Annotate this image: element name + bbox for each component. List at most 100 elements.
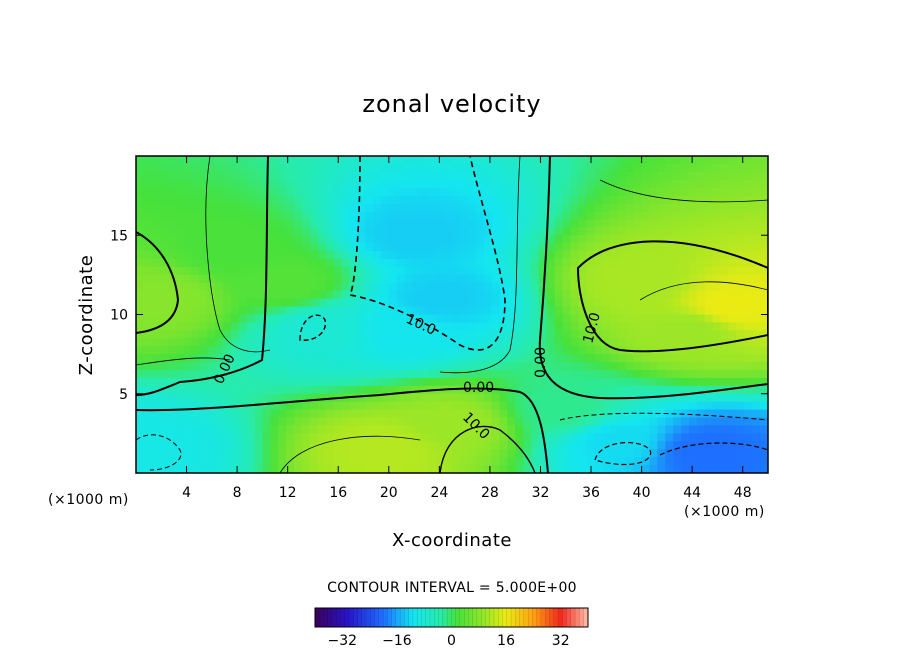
heatmap-cell — [167, 441, 177, 450]
heatmap-cell — [673, 417, 682, 427]
heatmap-cell — [728, 409, 737, 419]
heatmap-cell — [641, 425, 651, 434]
heatmap-cell — [207, 235, 216, 244]
heatmap-cell — [317, 314, 327, 324]
heatmap-cell — [412, 465, 421, 473]
heatmap-cell — [444, 235, 453, 244]
heatmap-cell — [452, 259, 461, 268]
heatmap-cell — [301, 243, 311, 252]
heatmap-cell — [428, 290, 437, 300]
heatmap-cell — [159, 219, 169, 228]
heatmap-cell — [136, 266, 145, 276]
heatmap-cell — [286, 163, 295, 173]
heatmap-cell — [333, 298, 342, 308]
heatmap-cell — [641, 298, 651, 308]
heatmap-cell — [728, 243, 737, 252]
heatmap-cell — [475, 377, 485, 387]
heatmap-cell — [199, 187, 208, 197]
heatmap-cell — [546, 385, 556, 395]
heatmap-cell — [294, 449, 303, 458]
heatmap-cell — [562, 457, 572, 466]
heatmap-cell — [357, 259, 366, 268]
heatmap-cell — [349, 417, 358, 427]
heatmap-cell — [704, 219, 714, 228]
heatmap-cell — [396, 346, 406, 355]
heatmap-cell — [523, 227, 532, 236]
heatmap-cell — [175, 433, 184, 442]
heatmap-cell — [444, 449, 453, 458]
heatmap-cell — [341, 409, 350, 419]
heatmap-cell — [246, 156, 256, 165]
heatmap-cell — [760, 330, 768, 339]
heatmap-cell — [444, 227, 453, 236]
heatmap-cell — [507, 417, 516, 427]
heatmap-cell — [736, 362, 745, 371]
heatmap-cell — [499, 266, 508, 276]
heatmap-cell — [673, 219, 682, 228]
heatmap-cell — [151, 449, 161, 458]
heatmap-cell — [333, 314, 342, 324]
heatmap-cell — [270, 322, 279, 331]
heatmap-cell — [412, 322, 421, 331]
heatmap-cell — [175, 417, 184, 427]
heatmap-cell — [159, 409, 169, 419]
heatmap-cell — [396, 417, 406, 427]
heatmap-cell — [238, 417, 248, 427]
heatmap-cell — [538, 322, 548, 331]
heatmap-cell — [515, 314, 524, 324]
heatmap-cell — [586, 369, 595, 379]
heatmap-cell — [452, 330, 461, 339]
heatmap-cell — [254, 362, 263, 371]
heatmap-cell — [246, 282, 256, 292]
heatmap-cell — [341, 338, 350, 347]
heatmap-cell — [602, 274, 611, 284]
heatmap-cell — [436, 282, 445, 292]
heatmap-cell — [428, 393, 437, 403]
heatmap-cell — [143, 290, 153, 300]
heatmap-cell — [728, 219, 737, 228]
heatmap-cell — [286, 465, 295, 473]
heatmap-cell — [617, 187, 627, 197]
heatmap-cell — [570, 195, 579, 205]
heatmap-cell — [294, 433, 303, 442]
heatmap-cell — [246, 266, 256, 276]
heatmap-cell — [388, 195, 398, 205]
heatmap-cell — [538, 425, 548, 434]
heatmap-cell — [286, 243, 295, 252]
heatmap-cell — [222, 235, 232, 244]
heatmap-cell — [728, 195, 737, 205]
heatmap-cell — [570, 274, 579, 284]
heatmap-cell — [712, 298, 722, 308]
heatmap-cell — [586, 457, 595, 466]
heatmap-cell — [230, 179, 240, 189]
heatmap-cell — [459, 259, 469, 268]
heatmap-cell — [499, 219, 508, 228]
heatmap-cell — [357, 243, 366, 252]
heatmap-cell — [404, 156, 414, 165]
heatmap-cell — [641, 457, 651, 466]
heatmap-cell — [689, 401, 698, 411]
heatmap-cell — [649, 401, 658, 411]
heatmap-cell — [183, 251, 192, 260]
heatmap-cell — [207, 243, 216, 252]
heatmap-cell — [546, 243, 556, 252]
contour-line — [576, 240, 768, 353]
heatmap-cell — [491, 195, 500, 205]
heatmap-cell — [452, 187, 461, 197]
heatmap-cell — [720, 346, 730, 355]
heatmap-cell — [467, 354, 477, 363]
heatmap-cell — [586, 449, 595, 458]
heatmap-cell — [254, 393, 263, 403]
heatmap-cell — [325, 266, 335, 276]
heatmap-cell — [207, 346, 216, 355]
heatmap-cell — [744, 163, 753, 173]
heatmap-cell — [373, 211, 382, 220]
heatmap-cell — [617, 385, 627, 395]
heatmap-cell — [649, 417, 658, 427]
heatmap-cell — [499, 187, 508, 197]
heatmap-cell — [602, 179, 611, 189]
heatmap-cell — [286, 401, 295, 411]
heatmap-cell — [499, 377, 508, 387]
heatmap-cell — [428, 401, 437, 411]
heatmap-cell — [491, 274, 500, 284]
